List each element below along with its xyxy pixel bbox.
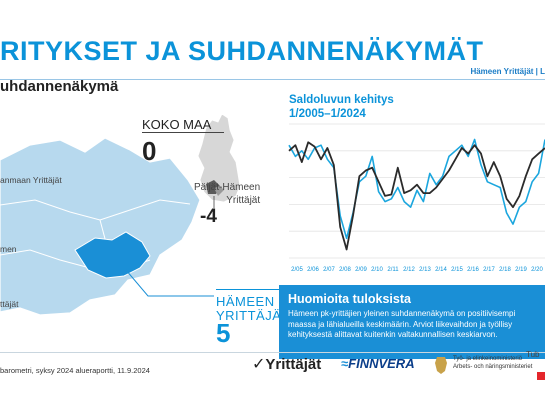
paijat-hame-label: Päijät-Hämeen Yrittäjät: [194, 181, 260, 207]
hame-region-shape: [0, 137, 201, 316]
line-chart: 2/05 2/06 2/07 2/08 2/09 2/10 2/11 2/12 2/13 2/14…: [288, 123, 545, 273]
notes-body: Hämeen pk-yrittäjien yleinen suhdannenäk…: [288, 309, 545, 341]
x-tick-label: 2/10: [371, 267, 383, 273]
x-tick-label: 2/19: [515, 267, 527, 273]
x-tick-label: 2/12: [403, 267, 415, 273]
page-title: RITYKSET JA SUHDANNENÄKYMÄT: [0, 36, 484, 66]
x-tick-label: 2/05: [291, 267, 303, 273]
finnvera-logo-text: FINNVERA: [348, 356, 415, 371]
finland-map-shape: [197, 113, 241, 203]
notes-line-3: kehityksestä alittavat kuitenkin valtaku…: [288, 330, 498, 339]
x-tick-label: 2/08: [339, 267, 351, 273]
chart-title: Saldoluvun kehitys 1/2005–1/2024: [289, 93, 394, 121]
x-tick-label: 2/20: [531, 267, 543, 273]
koko-maa-divider: [142, 132, 224, 133]
region-label-3: ttäjät: [0, 299, 19, 309]
red-brand-mark: [537, 372, 545, 380]
paijat-hame-label-line1: Päijät-Hämeen: [194, 182, 261, 193]
region-map: [0, 113, 241, 316]
x-tick-label: 2/14: [435, 267, 447, 273]
hameen-yrittajat-divider: [216, 289, 280, 290]
region-label-1: anmaan Yrittäjät: [0, 175, 62, 185]
notes-line-2: maassa ja lähialueilla keskimäärin. Arvi…: [288, 319, 513, 329]
finnvera-logo: ≈FINNVERA: [341, 356, 415, 371]
x-tick-label: 2/06: [307, 267, 319, 273]
chart-title-line2: 1/2005–1/2024: [289, 108, 366, 120]
section-subtitle: uhdannenäkymä: [0, 78, 119, 95]
yrittajat-logo-text: Yrittäjät: [265, 356, 322, 373]
x-tick-label: 2/09: [355, 267, 367, 273]
yrittajat-logo: ✓Yrittäjät: [252, 354, 321, 374]
hameen-yrittajat-label: HÄMEEN YRITTÄJÄT: [216, 295, 290, 323]
x-tick-label: 2/15: [451, 267, 463, 273]
footer-source: barometri, syksy 2024 alueraportti, 11.9…: [0, 366, 150, 375]
hameen-yrittajat-label-line2: YRITTÄJÄT: [216, 308, 290, 323]
paijat-hame-label-line2: Yrittäjät: [226, 195, 261, 206]
notes-panel: [279, 285, 545, 359]
chart-title-line1: Saldoluvun kehitys: [289, 94, 394, 106]
notes-title: Huomioita tuloksista: [288, 292, 411, 306]
x-tick-label: 2/13: [419, 267, 431, 273]
region-label-2: men: [0, 244, 17, 254]
tem-logo-line2: Arbets- och näringsministeriet: [453, 363, 533, 370]
koko-maa-label: KOKO MAA: [142, 117, 212, 132]
x-tick-label: 2/16: [467, 267, 479, 273]
tem-logo: Työ- ja elinkeinoministeriö Arbets- och …: [453, 356, 532, 371]
series-line-blue: [288, 138, 545, 240]
tem-logo-line1: Työ- ja elinkeinoministeriö: [453, 356, 523, 362]
x-tick-label: 2/07: [323, 267, 335, 273]
koko-maa-value: 0: [142, 136, 157, 166]
header-divider: [0, 79, 545, 80]
lion-crest-icon: [435, 357, 447, 374]
x-tick-label: 2/11: [387, 267, 399, 273]
hameen-yrittajat-area: [74, 231, 151, 279]
series-line-dark: [288, 141, 545, 251]
tub-label: Tub: [526, 350, 540, 359]
yrittajat-mark-icon: ✓: [252, 356, 266, 373]
notes-line-1: Hämeen pk-yrittäjien yleinen suhdannenäk…: [288, 309, 516, 318]
organization-label: Hämeen Yrittäjät | L: [470, 67, 545, 76]
finnvera-mark-icon: ≈: [341, 356, 349, 371]
footer-divider: [0, 352, 545, 353]
hameen-yrittajat-label-line1: HÄMEEN: [216, 294, 275, 309]
hameen-yrittajat-value: 5: [216, 318, 231, 348]
x-tick-label: 2/17: [483, 267, 495, 273]
paijat-hame-value: -4: [200, 206, 217, 227]
x-tick-label: 2/18: [499, 267, 511, 273]
